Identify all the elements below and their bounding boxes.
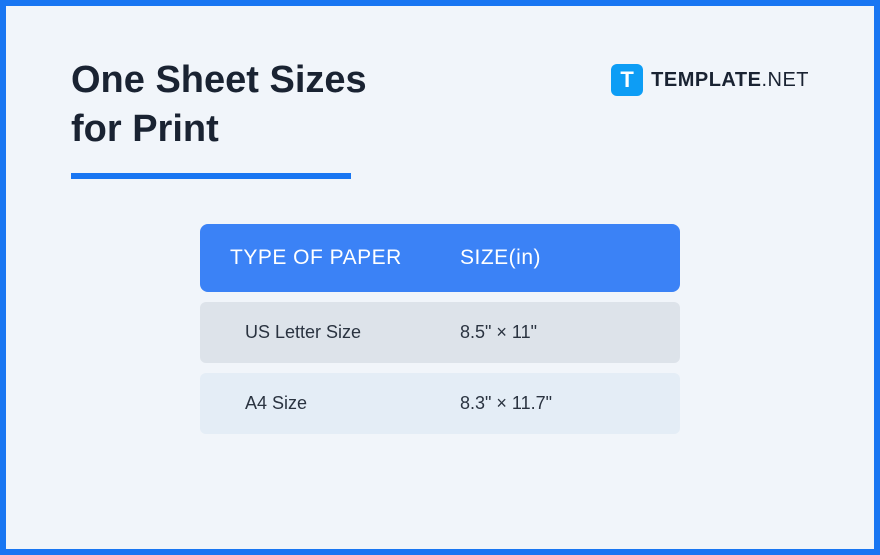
table-header: TYPE OF PAPER SIZE(in) — [200, 224, 680, 292]
column-header-type: TYPE OF PAPER — [230, 246, 460, 270]
table-wrapper: TYPE OF PAPER SIZE(in) US Letter Size 8.… — [71, 224, 809, 434]
title-underline — [71, 173, 351, 179]
header-section: One Sheet Sizes for Print T TEMPLATE.NET — [71, 56, 809, 179]
logo-icon-letter: T — [620, 67, 633, 93]
cell-paper-type: US Letter Size — [230, 322, 460, 343]
logo-suffix: .NET — [761, 69, 809, 91]
brand-logo: T TEMPLATE.NET — [611, 64, 809, 96]
logo-text: TEMPLATE.NET — [651, 69, 809, 92]
page-title: One Sheet Sizes for Print — [71, 56, 367, 155]
cell-paper-type: A4 Size — [230, 393, 460, 414]
cell-paper-size: 8.5" × 11" — [460, 322, 650, 343]
title-line-1: One Sheet Sizes — [71, 56, 367, 105]
column-header-size: SIZE(in) — [460, 246, 650, 270]
cell-paper-size: 8.3" × 11.7" — [460, 393, 650, 414]
logo-t-icon: T — [611, 64, 643, 96]
logo-name: TEMPLATE — [651, 69, 761, 91]
title-line-2: for Print — [71, 105, 367, 154]
infographic-frame: One Sheet Sizes for Print T TEMPLATE.NET… — [0, 0, 880, 555]
title-block: One Sheet Sizes for Print — [71, 56, 367, 179]
paper-size-table: TYPE OF PAPER SIZE(in) US Letter Size 8.… — [200, 224, 680, 434]
table-row: US Letter Size 8.5" × 11" — [200, 302, 680, 363]
table-row: A4 Size 8.3" × 11.7" — [200, 373, 680, 434]
